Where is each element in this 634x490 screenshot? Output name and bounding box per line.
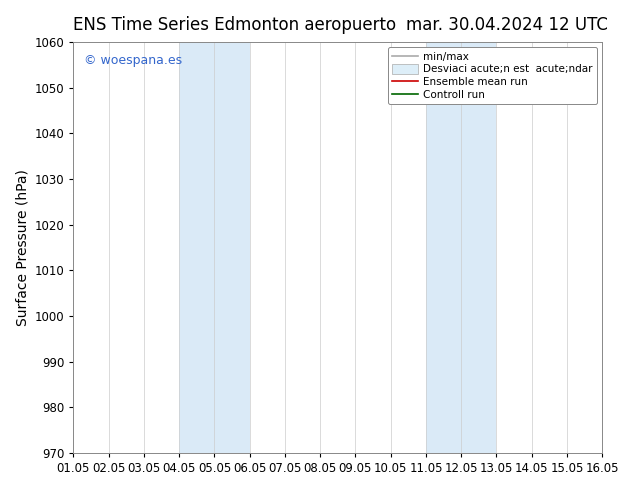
Text: mar. 30.04.2024 12 UTC: mar. 30.04.2024 12 UTC [406, 16, 608, 34]
Y-axis label: Surface Pressure (hPa): Surface Pressure (hPa) [15, 169, 29, 326]
Bar [179, 42, 250, 453]
Bar [426, 42, 496, 453]
Text: © woespana.es: © woespana.es [84, 54, 182, 68]
Text: ENS Time Series Edmonton aeropuerto: ENS Time Series Edmonton aeropuerto [73, 16, 396, 34]
Legend: min/max, Desviaci acute;n est  acute;ndar, Ensemble mean run, Controll run: min/max, Desviaci acute;n est acute;ndar… [388, 47, 597, 104]
